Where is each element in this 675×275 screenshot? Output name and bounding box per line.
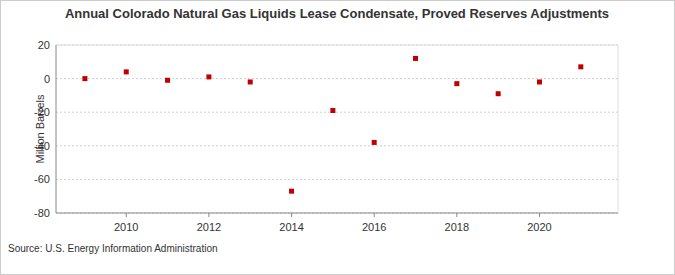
x-tick-label: 2012 bbox=[197, 221, 221, 233]
grid-line bbox=[56, 145, 618, 146]
background bbox=[0, 0, 675, 275]
point bbox=[289, 189, 294, 194]
title: Annual Colorado Natural Gas Liquids Leas… bbox=[65, 6, 609, 21]
x-tick-label: 2016 bbox=[362, 221, 386, 233]
y-tick-label: -60 bbox=[34, 173, 50, 185]
x-tick bbox=[374, 213, 375, 217]
x-tick-label: 2018 bbox=[445, 221, 469, 233]
y-axis bbox=[56, 45, 57, 213]
point bbox=[454, 81, 459, 86]
point bbox=[372, 140, 377, 145]
x-axis bbox=[56, 213, 618, 214]
grid-line bbox=[56, 78, 618, 79]
grid-line bbox=[56, 112, 618, 113]
grid-line bbox=[56, 179, 618, 180]
y-tick-label: 20 bbox=[38, 39, 50, 51]
frame-right bbox=[618, 45, 619, 213]
x-tick bbox=[456, 213, 457, 217]
x-tick bbox=[126, 213, 127, 217]
point bbox=[496, 91, 501, 96]
point bbox=[165, 78, 170, 83]
x-tick bbox=[208, 213, 209, 217]
x-tick-label: 2010 bbox=[114, 221, 138, 233]
chart: Annual Colorado Natural Gas Liquids Leas… bbox=[0, 0, 675, 275]
x-tick bbox=[291, 213, 292, 217]
y-axis-label: Million Barrels bbox=[34, 94, 46, 164]
grid-line bbox=[56, 45, 618, 46]
point bbox=[248, 79, 253, 84]
point bbox=[82, 76, 87, 81]
frame-top bbox=[56, 45, 618, 46]
x-tick-label: 2014 bbox=[279, 221, 303, 233]
point bbox=[124, 69, 129, 74]
point bbox=[578, 64, 583, 69]
x-tick-label: 2020 bbox=[527, 221, 551, 233]
point bbox=[537, 79, 542, 84]
point bbox=[413, 56, 418, 61]
points bbox=[82, 56, 583, 194]
x-tick bbox=[539, 213, 540, 217]
grid-line bbox=[56, 213, 618, 214]
y-tick-label: -80 bbox=[34, 207, 50, 219]
border bbox=[1, 1, 675, 275]
source: Source: U.S. Energy Information Administ… bbox=[8, 243, 218, 254]
y-tick-label: 0 bbox=[44, 73, 50, 85]
point bbox=[206, 74, 211, 79]
point bbox=[330, 108, 335, 113]
